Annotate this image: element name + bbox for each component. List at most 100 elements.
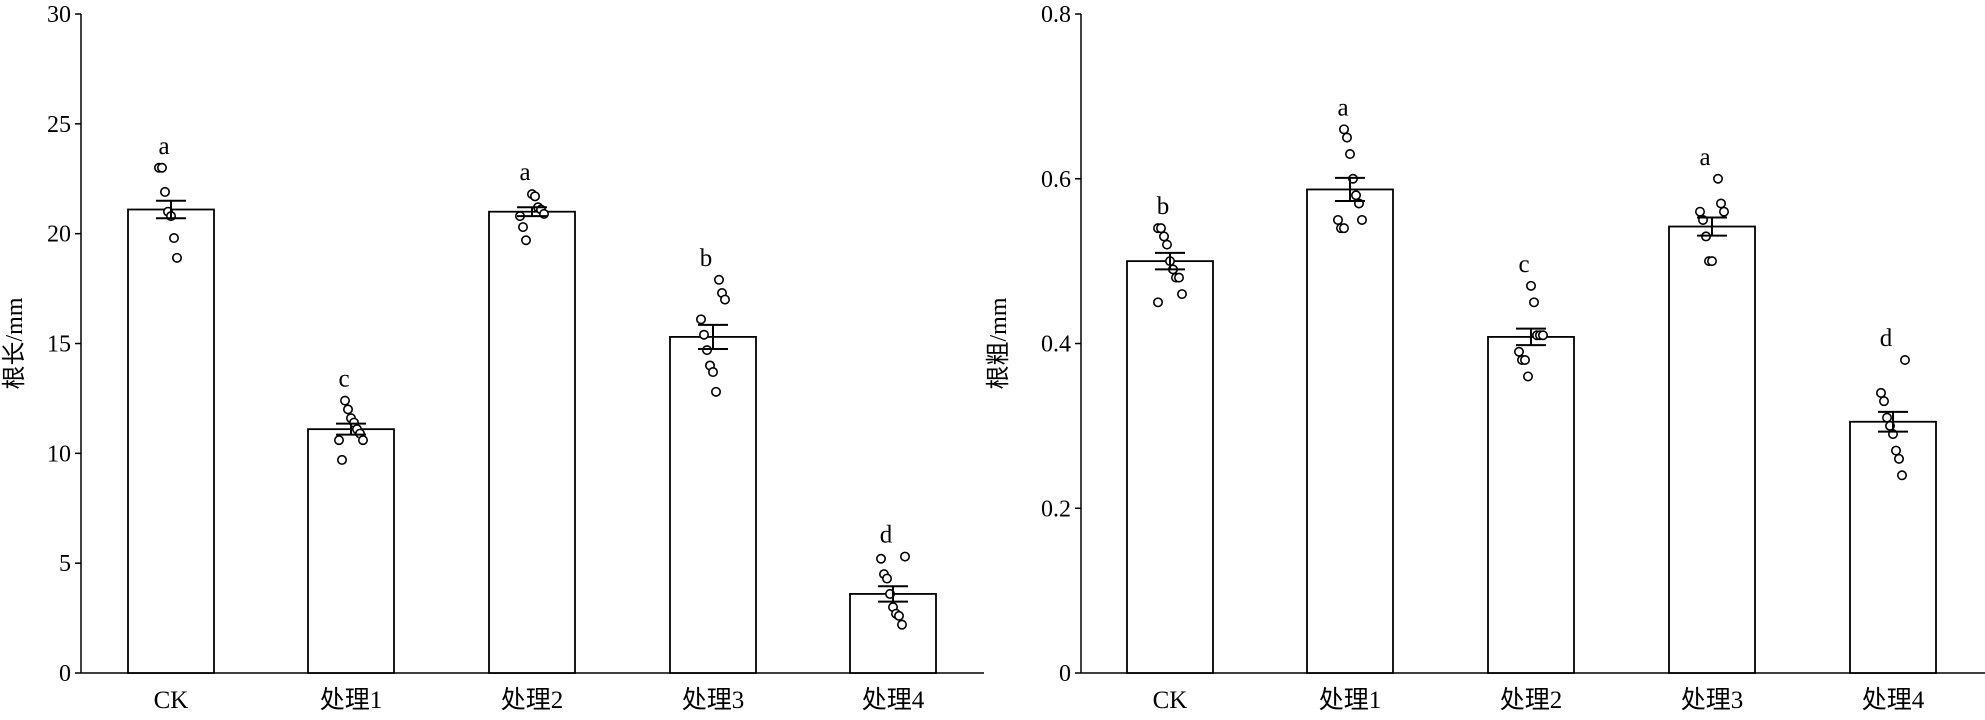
y-tick-label: 0 [59,661,71,687]
data-point [695,314,706,325]
data-point [1339,124,1350,135]
data-point [1523,371,1534,382]
data-point [710,386,721,397]
data-point [1333,214,1344,225]
data-point [1719,206,1730,217]
data-point [520,235,531,246]
data-point [1345,149,1356,160]
data-point [1357,214,1368,225]
y-axis-label: 根长/mm [1,297,28,389]
y-tick-label: 0.6 [1041,167,1071,193]
y-tick-label: 10 [47,441,71,467]
y-tick-label: 0.8 [1041,2,1071,28]
x-tick-label: 处理4 [862,686,925,714]
data-point [1177,289,1188,300]
data-point [1707,256,1718,267]
y-tick-label: 0 [1059,661,1071,687]
data-point [1159,231,1170,242]
significance-label: c [1518,251,1529,278]
data-point [529,191,540,202]
data-point [357,435,368,446]
data-point [881,573,892,584]
data-point [1891,445,1902,456]
data-point [1153,297,1164,308]
data-point [707,367,718,378]
significance-label: a [1337,94,1348,121]
data-point [517,222,528,233]
y-tick-label: 0.4 [1041,332,1071,358]
data-point [1894,453,1905,464]
data-point [1897,470,1908,481]
x-tick-label: 处理4 [1862,686,1925,714]
data-point [1162,239,1173,250]
significance-label: d [1880,325,1893,352]
bar-3 [488,210,576,674]
chart-panel-1: 根长/mm 0 5 10 15 20 25 30 CK a 处理1 c 处理2 a 处理3 b 处理4 d [1,2,984,714]
data-point [1882,412,1893,423]
y-tick-label: 20 [47,222,71,248]
significance-label: a [519,159,530,186]
data-point [1876,387,1887,398]
x-tick-label: 处理2 [501,686,564,714]
data-point [1351,190,1362,201]
data-point [1716,198,1727,209]
data-point [698,329,709,340]
data-point [713,274,724,285]
data-point [336,454,347,465]
y-tick-label: 30 [47,2,71,28]
significance-label: c [338,366,349,393]
data-point [1879,396,1890,407]
significance-label: a [1699,144,1710,171]
data-point [719,294,730,305]
data-point [342,404,353,415]
data-point [1339,223,1350,234]
x-tick-label: CK [154,687,189,714]
x-tick-label: 处理2 [1500,686,1563,714]
bar-2 [1306,188,1394,674]
significance-label: b [700,245,713,272]
data-point [1520,354,1531,365]
significance-label: b [1157,193,1170,220]
data-point [1526,280,1537,291]
bar-1 [1126,260,1214,674]
bar-4 [1668,225,1756,674]
data-point [1529,297,1540,308]
data-point [701,345,712,356]
bar-1 [127,208,215,674]
bar-4 [669,336,757,674]
y-axis-label: 根粗/mm [985,297,1012,389]
data-point [1900,354,1911,365]
x-tick-label: CK [1153,687,1188,714]
y-tick-label: 25 [47,112,71,138]
data-point [1695,206,1706,217]
data-point [339,395,350,406]
bar-2 [307,428,395,674]
significance-label: d [880,522,893,549]
chart-panel-2: 根粗/mm 0 0.2 0.4 0.6 0.8 CK b 处理1 a 处理2 c 处理3 a 处理4 d [985,2,1985,714]
data-point [1538,330,1549,341]
data-point [172,252,183,263]
data-point [333,435,344,446]
bar-5 [1849,420,1937,674]
data-point [1174,272,1185,283]
x-tick-label: 处理3 [682,686,745,714]
y-tick-label: 0.2 [1041,496,1071,522]
data-point [893,610,904,621]
x-tick-label: 处理1 [320,686,383,714]
data-point [1713,173,1724,184]
y-tick-label: 5 [59,551,71,577]
y-tick-label: 15 [47,332,71,358]
significance-label: a [158,133,169,160]
data-point [1514,346,1525,357]
data-point [157,162,168,173]
x-tick-label: 处理1 [1319,686,1382,714]
data-point [1342,132,1353,143]
data-point [169,233,180,244]
x-tick-label: 处理3 [1681,686,1744,714]
data-point [160,186,171,197]
data-point [875,553,886,564]
data-point [896,619,907,630]
data-point [899,551,910,562]
bar-3 [1487,336,1575,674]
